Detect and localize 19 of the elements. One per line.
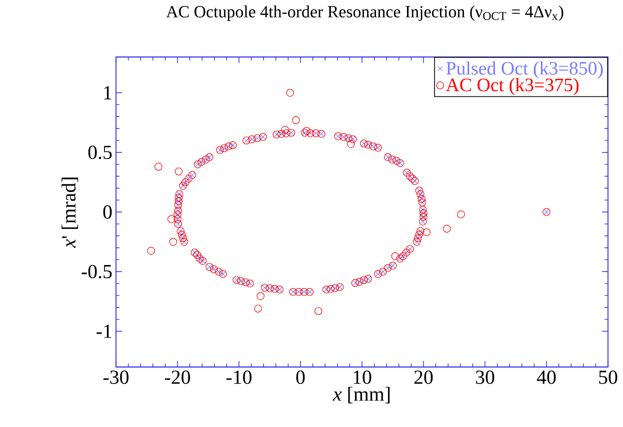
x-tick-label: 0	[296, 370, 305, 384]
x-tick-label: -30	[103, 370, 129, 384]
y-tick-label: -0.5	[82, 264, 112, 278]
x-tick-label: -10	[226, 370, 252, 384]
text: Pulsed Oct (k3=850)	[446, 61, 603, 79]
x-tick-label: 20	[414, 370, 433, 384]
y-axis-title: x' [mrad]	[62, 178, 78, 248]
x-tick-label: 30	[476, 370, 494, 384]
x-tick-label: 10	[354, 370, 372, 384]
y-tick-label: 0	[103, 205, 112, 219]
x-tick-label: 40	[536, 370, 556, 384]
x-tick-label: -20	[164, 370, 190, 384]
chart-title: AC Octupole 4th-order Resonance Injection (ν$_{OCT}$ = 4Δν$_{x}$)	[166, 6, 564, 21]
x-axis-title: x [mm]	[332, 386, 390, 404]
y-tick-label: -1	[96, 324, 112, 338]
legend-label: AC Oct (k3=375)	[446, 78, 579, 96]
x-tick-label: 50	[599, 370, 618, 384]
y-tick-label: 0.5	[88, 146, 112, 160]
y-tick-label: 1	[104, 86, 112, 100]
